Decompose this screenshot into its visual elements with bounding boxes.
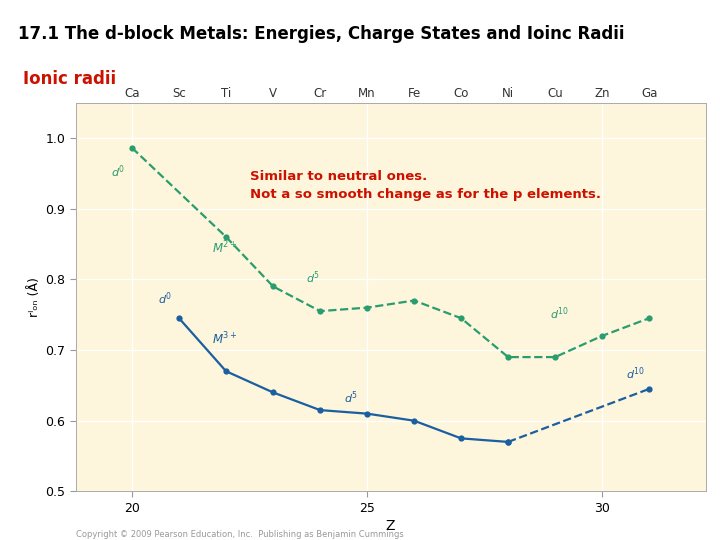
Text: $d^0$: $d^0$: [111, 164, 125, 180]
Text: $M^{3+}$: $M^{3+}$: [212, 331, 238, 348]
Text: $M^{2+}$: $M^{2+}$: [212, 239, 238, 256]
Text: Copyright © 2009 Pearson Education, Inc.  Publishing as Benjamin Cummings: Copyright © 2009 Pearson Education, Inc.…: [76, 530, 403, 539]
Text: $d^0$: $d^0$: [158, 291, 172, 307]
Text: $d^5$: $d^5$: [306, 269, 320, 286]
Text: $d^5$: $d^5$: [343, 390, 358, 407]
Text: Ionic radii: Ionic radii: [23, 70, 116, 87]
Text: $d^{10}$: $d^{10}$: [551, 305, 570, 322]
X-axis label: Z: Z: [386, 519, 395, 533]
Text: Similar to neutral ones.
Not a so smooth change as for the p elements.: Similar to neutral ones. Not a so smooth…: [250, 170, 600, 201]
Text: 17.1 The d-block Metals: Energies, Charge States and Ioinc Radii: 17.1 The d-block Metals: Energies, Charg…: [18, 25, 624, 43]
Text: $d^{10}$: $d^{10}$: [626, 365, 645, 382]
Y-axis label: rᴵₒₙ (Å): rᴵₒₙ (Å): [28, 277, 41, 317]
